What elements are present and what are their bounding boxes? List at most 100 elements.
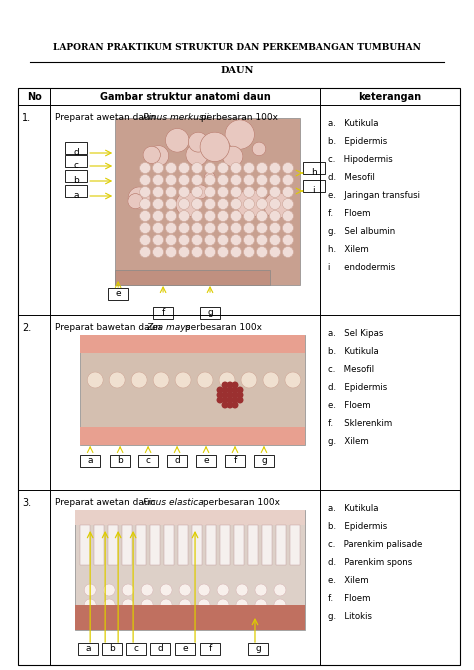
Circle shape <box>256 163 267 174</box>
Text: d.   Mesofil: d. Mesofil <box>328 173 375 182</box>
Circle shape <box>153 186 164 198</box>
Text: f: f <box>162 308 164 317</box>
Circle shape <box>263 372 279 388</box>
Bar <box>303 162 325 174</box>
Circle shape <box>244 163 255 174</box>
Circle shape <box>227 391 234 399</box>
Bar <box>75 605 305 630</box>
Text: Gambar struktur anatomi daun: Gambar struktur anatomi daun <box>100 92 271 101</box>
Circle shape <box>191 210 202 222</box>
Circle shape <box>122 599 134 611</box>
Circle shape <box>230 198 241 210</box>
Text: Preparat awetan daun: Preparat awetan daun <box>55 498 158 507</box>
Circle shape <box>218 210 228 222</box>
Text: a: a <box>87 456 93 465</box>
Circle shape <box>227 401 234 409</box>
Circle shape <box>237 397 244 403</box>
Circle shape <box>175 372 191 388</box>
Bar <box>192 525 202 565</box>
Circle shape <box>230 174 241 186</box>
Bar <box>65 155 87 167</box>
Circle shape <box>194 185 208 199</box>
Circle shape <box>179 234 190 245</box>
Circle shape <box>200 132 229 161</box>
Circle shape <box>252 142 266 155</box>
Circle shape <box>231 401 238 409</box>
Circle shape <box>140 234 151 245</box>
Text: g: g <box>207 308 213 317</box>
Circle shape <box>256 186 267 198</box>
Bar <box>65 170 87 182</box>
Circle shape <box>128 187 150 209</box>
Circle shape <box>140 186 151 198</box>
Circle shape <box>128 194 143 209</box>
Circle shape <box>109 372 125 388</box>
Text: a.   Kutikula: a. Kutikula <box>328 504 378 513</box>
Text: i     endodermis: i endodermis <box>328 263 395 272</box>
Text: c: c <box>146 456 151 465</box>
Bar <box>94 525 104 565</box>
Circle shape <box>256 198 267 210</box>
Circle shape <box>244 186 255 198</box>
Circle shape <box>227 387 234 393</box>
Circle shape <box>160 599 172 611</box>
Bar <box>206 525 216 565</box>
Circle shape <box>255 599 267 611</box>
Bar <box>248 525 258 565</box>
Circle shape <box>285 372 301 388</box>
Text: 1.: 1. <box>22 113 31 123</box>
Text: c.   Mesofil: c. Mesofil <box>328 365 374 374</box>
Bar <box>102 643 122 655</box>
Circle shape <box>191 247 202 257</box>
Circle shape <box>205 222 216 234</box>
Bar <box>220 525 230 565</box>
Circle shape <box>269 186 281 198</box>
Circle shape <box>179 174 190 186</box>
Bar <box>200 307 220 319</box>
Text: b: b <box>109 644 115 653</box>
Circle shape <box>269 222 281 234</box>
Circle shape <box>165 210 177 222</box>
Circle shape <box>269 174 281 186</box>
Text: b.   Epidermis: b. Epidermis <box>328 522 387 531</box>
Text: e.   Xilem: e. Xilem <box>328 576 368 585</box>
Circle shape <box>231 397 238 403</box>
Circle shape <box>283 222 293 234</box>
Circle shape <box>244 222 255 234</box>
Circle shape <box>122 584 134 596</box>
Text: e: e <box>203 456 209 465</box>
Circle shape <box>219 140 230 151</box>
Bar <box>248 643 268 655</box>
Text: 2.: 2. <box>22 323 31 333</box>
Text: e.   Jaringan transfusi: e. Jaringan transfusi <box>328 191 420 200</box>
Bar <box>196 455 216 467</box>
Bar <box>225 455 245 467</box>
Circle shape <box>269 234 281 245</box>
Circle shape <box>269 163 281 174</box>
Circle shape <box>153 174 164 186</box>
Bar <box>234 525 244 565</box>
Circle shape <box>217 387 224 393</box>
Circle shape <box>198 584 210 596</box>
Text: f: f <box>209 644 212 653</box>
Text: 3.: 3. <box>22 498 31 508</box>
Circle shape <box>230 222 241 234</box>
Text: perbesaran 100x: perbesaran 100x <box>198 113 278 122</box>
Circle shape <box>205 247 216 257</box>
Text: Pinus merkusii: Pinus merkusii <box>143 113 209 122</box>
Circle shape <box>221 391 228 399</box>
Circle shape <box>179 584 191 596</box>
Text: c: c <box>134 644 138 653</box>
Circle shape <box>131 372 147 388</box>
Circle shape <box>218 234 228 245</box>
Text: g.   Sel albumin: g. Sel albumin <box>328 227 395 236</box>
Circle shape <box>205 186 216 198</box>
Text: e: e <box>115 289 121 298</box>
Circle shape <box>165 186 177 198</box>
Bar <box>115 118 300 285</box>
Text: keterangan: keterangan <box>358 92 421 101</box>
Circle shape <box>230 163 241 174</box>
Circle shape <box>256 174 267 186</box>
Bar <box>122 525 132 565</box>
Circle shape <box>221 401 228 409</box>
